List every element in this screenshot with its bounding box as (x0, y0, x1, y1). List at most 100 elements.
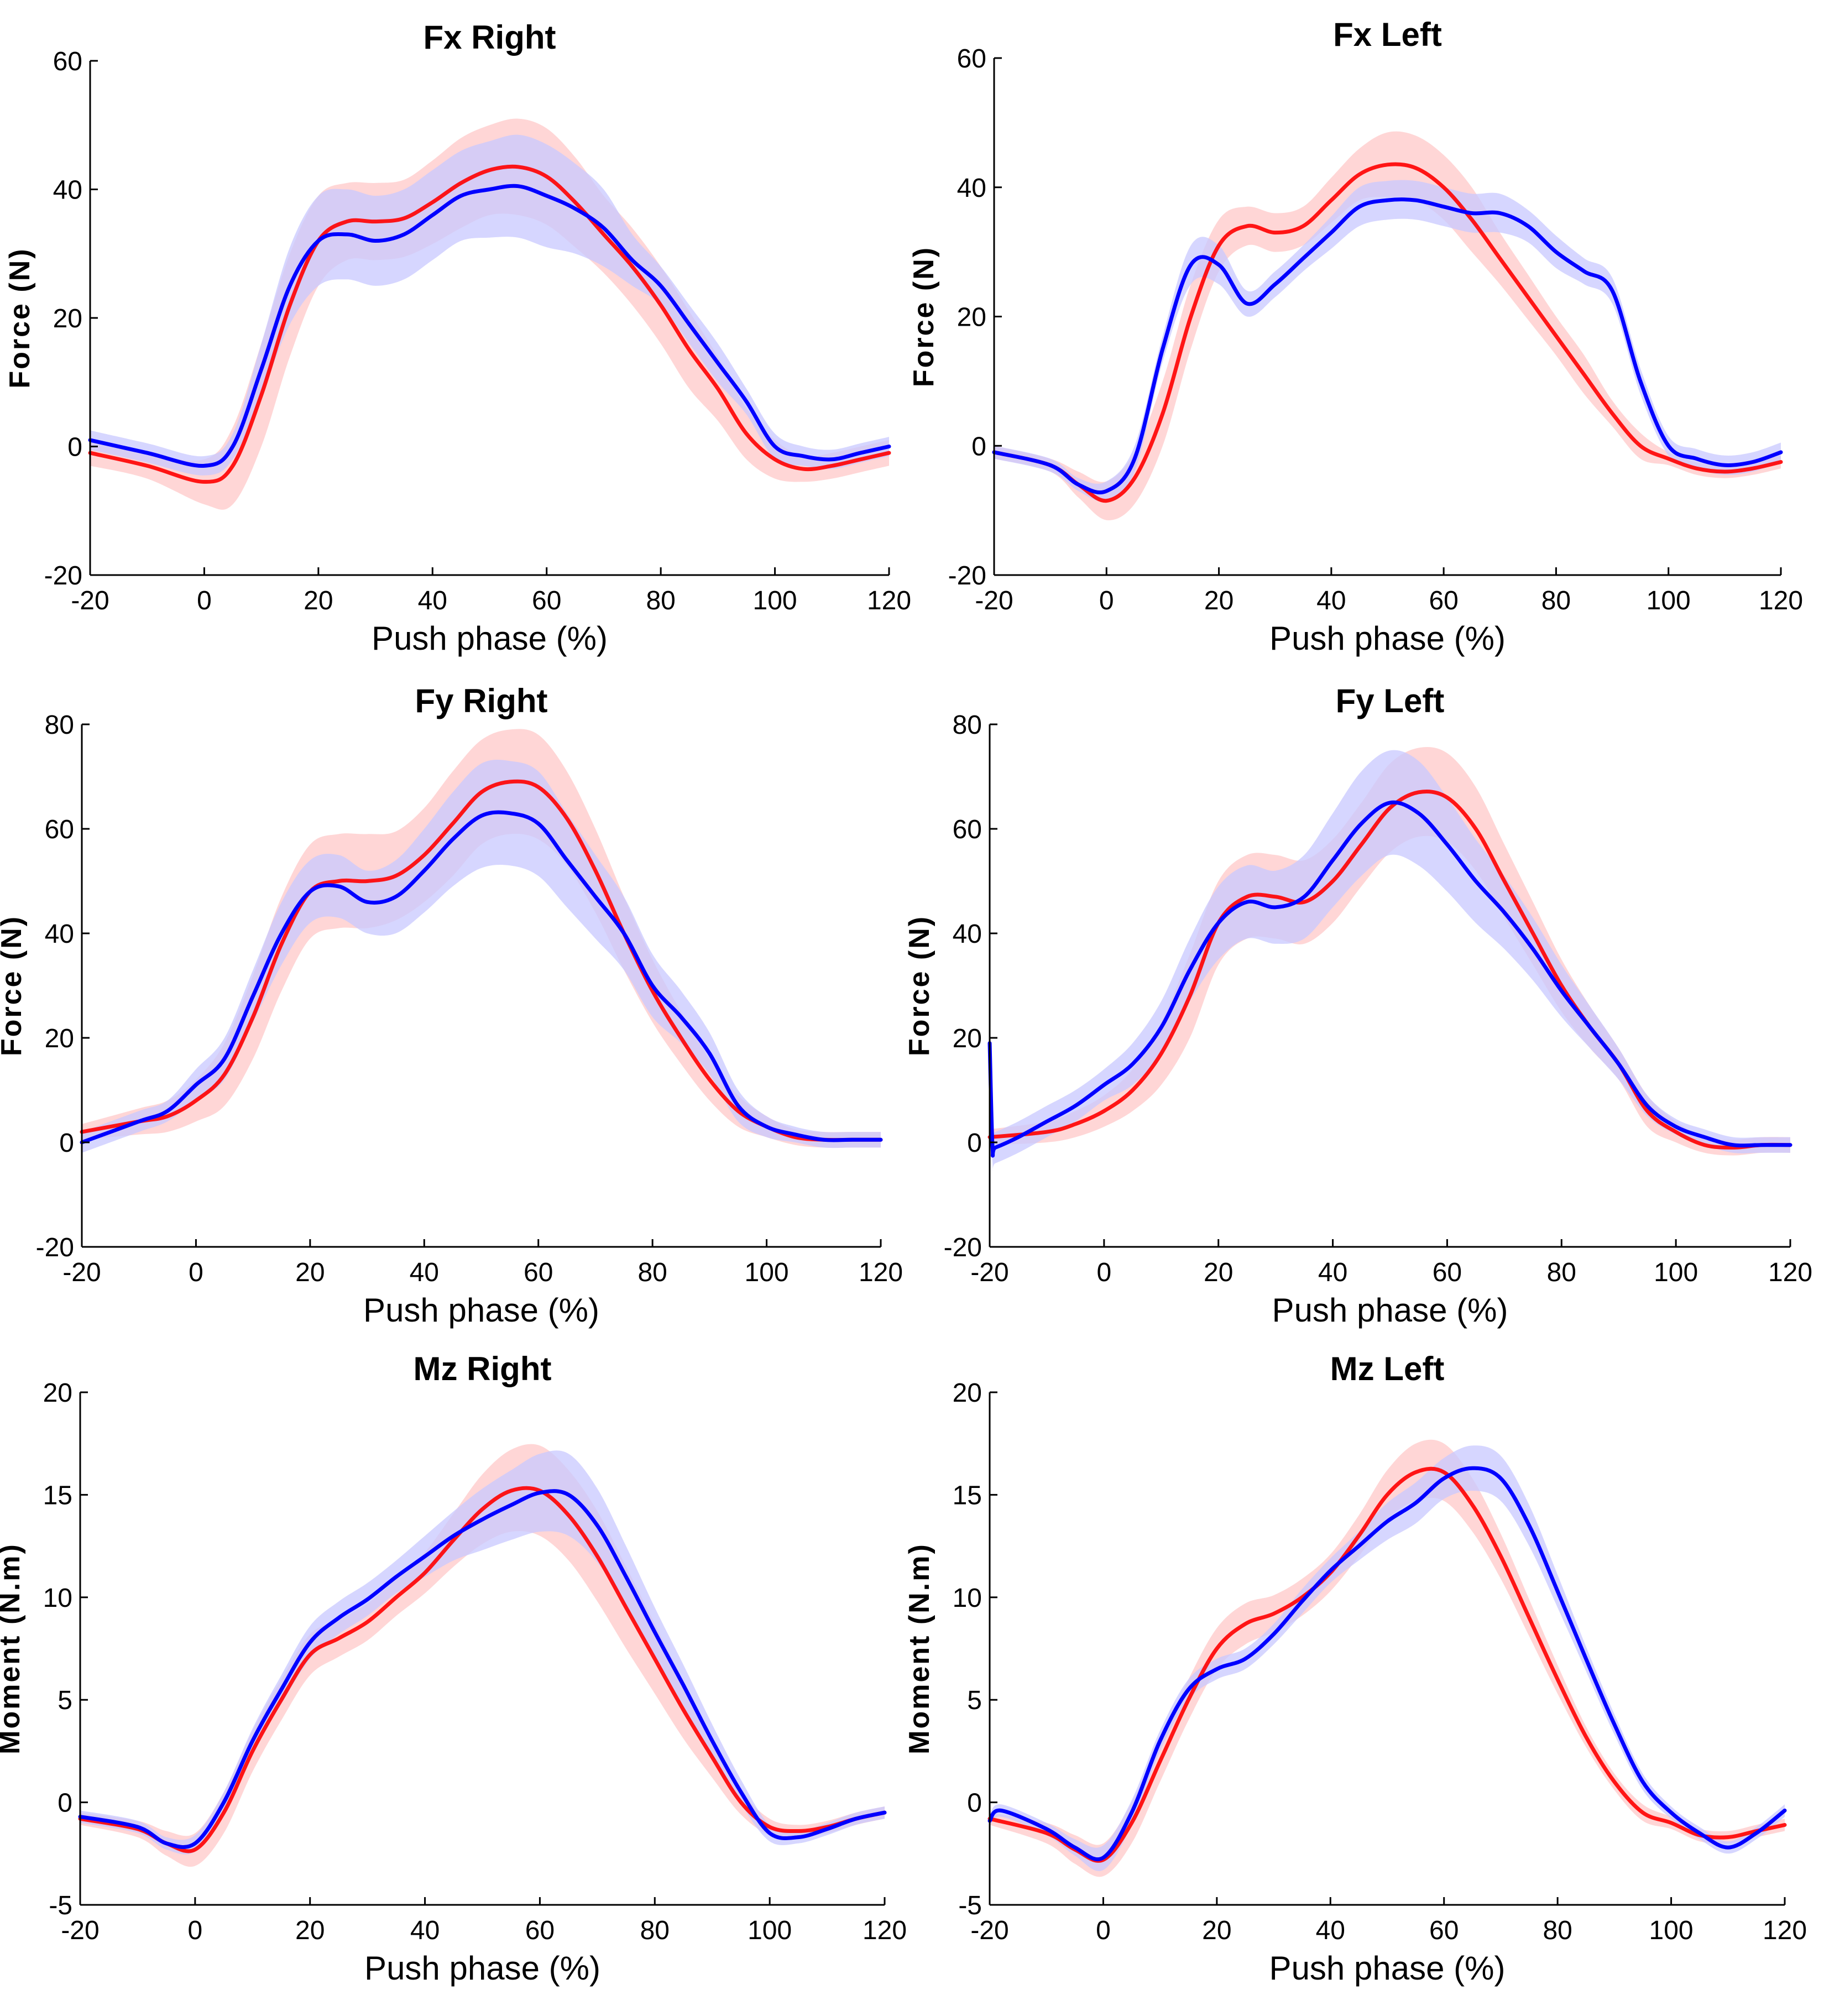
y-axis-label: Force (N) (903, 915, 935, 1056)
y-tick-label: -5 (49, 1891, 72, 1920)
y-tick-label: 0 (59, 1129, 74, 1158)
x-tick-label: -20 (975, 586, 1013, 615)
chart-fy-right: -20 0 20 40 60 80 100 120 -20 0 20 40 60 80 Fy Right Pu… (0, 682, 903, 1329)
x-tick-label: 20 (1204, 586, 1234, 615)
chart-fx-left: -20 0 20 40 60 80 100 120 -20 0 20 40 60 Fx Left Push … (908, 16, 1803, 657)
y-tick-label: 60 (45, 815, 74, 844)
x-tick-label: 80 (1543, 1916, 1572, 1945)
x-tick-label: 0 (1097, 1258, 1112, 1287)
line-red-fx-right (88, 164, 891, 484)
x-tick-label: 100 (1649, 1916, 1694, 1945)
x-tick-label: 60 (525, 1916, 555, 1945)
x-tick-label: 100 (1654, 1258, 1698, 1287)
chart-fx-right: -20 0 20 40 60 80 100 120 -20 0 20 40 60 Fx Right Push… (4, 19, 911, 657)
x-axis-label: Push phase (%) (1269, 1950, 1506, 1987)
y-tick-label: 10 (953, 1584, 982, 1613)
y-tick-label: 40 (53, 176, 82, 205)
x-tick-label: 100 (1647, 586, 1691, 615)
line-red-fy-left (987, 789, 1792, 1150)
x-tick-label: -20 (970, 1258, 1008, 1287)
x-tick-label: 120 (867, 586, 911, 615)
y-tick-label: 20 (953, 1024, 982, 1053)
x-tick-label: 20 (1202, 1916, 1231, 1945)
x-tick-label: 120 (1759, 586, 1803, 615)
y-tick-label: 0 (967, 1129, 982, 1158)
line-red-fx-left (992, 162, 1783, 503)
chart-title: Fy Right (415, 682, 548, 719)
x-tick-label: 100 (753, 586, 797, 615)
y-tick-label: -20 (36, 1233, 74, 1262)
band-blue-fy-right (82, 760, 881, 1153)
chart-title: Mz Left (1330, 1350, 1445, 1387)
y-tick-label: 0 (67, 433, 82, 462)
y-tick-label: 60 (53, 47, 82, 76)
y-axis-label: Force (N) (4, 247, 36, 388)
y-tick-label: 0 (967, 1789, 982, 1818)
line-blue-fy-left (987, 800, 1792, 1158)
y-tick-label: 80 (953, 711, 982, 740)
x-tick-label: 100 (745, 1258, 789, 1287)
line-blue-fx-right (88, 184, 891, 468)
y-tick-label: 40 (957, 174, 986, 203)
y-tick-label: 20 (953, 1378, 982, 1408)
x-tick-label: 80 (637, 1258, 667, 1287)
y-tick-label: 20 (43, 1378, 72, 1408)
y-tick-label: 20 (45, 1024, 74, 1053)
band-blue-fx-right (90, 134, 889, 476)
y-tick-label: 20 (957, 303, 986, 332)
x-tick-label: 80 (640, 1916, 670, 1945)
band-blue-mz-left (990, 1445, 1785, 1872)
x-tick-label: 120 (1768, 1258, 1812, 1287)
y-tick-label: 10 (43, 1584, 72, 1613)
y-axis-label: Moment (N.m) (0, 1543, 26, 1754)
x-tick-label: -20 (71, 586, 109, 615)
chart-title: Mz Right (414, 1350, 552, 1387)
x-tick-label: 0 (189, 1258, 203, 1287)
band-blue-mz-right (80, 1450, 885, 1855)
x-tick-label: 60 (532, 586, 561, 615)
x-tick-label: 40 (1316, 586, 1346, 615)
y-tick-label: -20 (944, 1233, 982, 1262)
y-tick-label: 5 (967, 1686, 982, 1715)
x-tick-label: 120 (863, 1916, 907, 1945)
x-tick-label: 20 (295, 1258, 325, 1287)
x-axis-label: Push phase (%) (1269, 620, 1506, 657)
line-blue-fx-left (992, 197, 1783, 495)
band-blue-fy-left (990, 750, 1790, 1172)
line-blue-mz-right (78, 1489, 887, 1849)
x-tick-label: 120 (859, 1258, 903, 1287)
line-blue-fy-right (80, 810, 883, 1145)
x-tick-label: -20 (970, 1916, 1008, 1945)
band-blue-fx-left (994, 180, 1781, 502)
x-axis-label: Push phase (%) (364, 1950, 600, 1987)
x-tick-label: 40 (1318, 1258, 1347, 1287)
y-tick-label: -20 (948, 561, 986, 591)
x-tick-label: 60 (524, 1258, 553, 1287)
x-tick-label: 60 (1433, 1258, 1462, 1287)
x-tick-label: 0 (1096, 1916, 1111, 1945)
y-tick-label: 60 (957, 44, 986, 74)
line-red-mz-right (78, 1486, 887, 1853)
x-tick-label: 60 (1429, 586, 1458, 615)
x-tick-label: 20 (304, 586, 333, 615)
y-tick-label: 5 (58, 1686, 72, 1715)
x-tick-label: 0 (1099, 586, 1114, 615)
chart-title: Fy Left (1336, 682, 1445, 719)
y-tick-label: 0 (58, 1789, 72, 1818)
x-tick-label: 40 (418, 586, 447, 615)
x-tick-label: 0 (197, 586, 212, 615)
x-axis-label: Push phase (%) (1272, 1292, 1508, 1329)
x-tick-label: -20 (61, 1916, 99, 1945)
x-tick-label: 20 (1204, 1258, 1233, 1287)
y-axis-label: Force (N) (908, 246, 940, 387)
x-tick-label: -20 (62, 1258, 101, 1287)
y-tick-label: 60 (953, 815, 982, 844)
y-tick-label: 80 (45, 711, 74, 740)
y-tick-label: 20 (53, 304, 82, 333)
x-tick-label: 80 (1541, 586, 1571, 615)
line-red-mz-left (987, 1466, 1787, 1863)
y-tick-label: -5 (958, 1891, 982, 1920)
y-axis-label: Moment (N.m) (903, 1543, 935, 1754)
x-tick-label: 40 (410, 1916, 440, 1945)
